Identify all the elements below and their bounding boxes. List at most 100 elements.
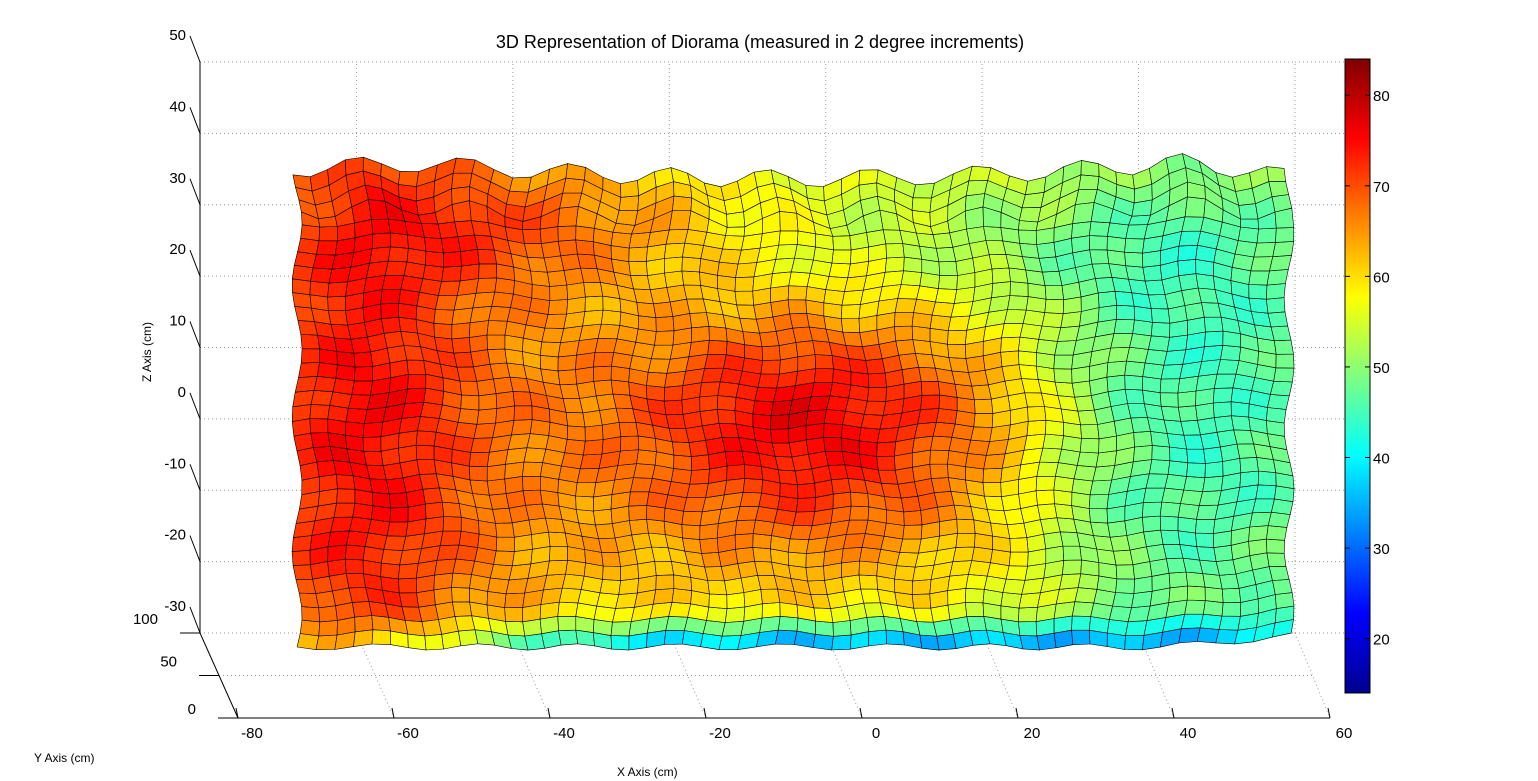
surface-patch	[310, 389, 334, 406]
surface-patch	[1000, 605, 1020, 623]
surface-patch	[460, 394, 480, 411]
surface-patch	[867, 386, 887, 402]
surface-patch	[601, 421, 622, 440]
surface-patch	[1036, 338, 1058, 356]
surface-patch	[1044, 285, 1065, 301]
surface-patch	[726, 211, 746, 228]
surface-patch	[1237, 226, 1259, 244]
surface-patch	[1248, 525, 1269, 542]
surface-patch	[1133, 445, 1153, 463]
surface-patch	[459, 380, 480, 397]
surface-patch	[1234, 240, 1258, 258]
surface-patch	[388, 492, 409, 509]
surface-patch	[840, 304, 861, 320]
x-tick-label: 20	[1024, 725, 1041, 742]
surface-patch	[779, 482, 799, 499]
surface-patch	[947, 602, 968, 620]
surface-patch	[557, 615, 577, 632]
surface-patch	[718, 248, 742, 265]
surface-patch	[1107, 520, 1128, 538]
surface-patch	[954, 383, 975, 401]
z-tick-mark	[189, 35, 201, 63]
surface-patch	[369, 246, 391, 264]
surface-patch	[885, 629, 905, 646]
surface-patch	[468, 451, 490, 468]
surface-patch	[805, 551, 826, 568]
surface-patch	[1089, 249, 1110, 265]
surface-patch	[716, 408, 737, 425]
surface-patch	[486, 334, 506, 350]
surface-patch	[470, 437, 493, 453]
surface-patch	[770, 414, 790, 430]
surface-patch	[876, 427, 900, 444]
surface-patch	[1042, 270, 1063, 287]
surface-patch	[523, 447, 547, 463]
surface-patch	[742, 478, 764, 494]
surface-patch	[1042, 433, 1064, 450]
surface-patch	[398, 562, 419, 580]
surface-patch	[335, 364, 356, 382]
surface-patch	[557, 601, 579, 617]
z-tick-label: 0	[178, 384, 186, 401]
surface-patch	[734, 276, 755, 292]
surface-patch	[549, 546, 568, 562]
surface-patch	[1266, 552, 1287, 567]
surface-patch	[351, 601, 373, 618]
surface-patch	[1142, 376, 1162, 394]
surface-patch	[663, 385, 684, 402]
surface-patch	[557, 225, 577, 242]
surface-patch	[618, 578, 640, 595]
surface-patch	[451, 307, 474, 325]
x-tick-mark	[391, 707, 395, 719]
surface-patch	[451, 172, 473, 190]
surface-patch	[1163, 349, 1187, 366]
surface-patch	[564, 438, 586, 456]
surface-patch	[707, 580, 728, 596]
z-tick-mark	[189, 178, 201, 205]
z-tick-mark	[189, 107, 201, 134]
surface-patch	[353, 629, 374, 647]
surface-patch	[1178, 627, 1201, 644]
surface-patch	[1201, 344, 1224, 362]
surface-patch	[735, 546, 755, 564]
surface-patch	[504, 592, 526, 609]
surface-patch	[473, 422, 496, 439]
surface-patch	[1001, 323, 1024, 339]
surface-patch	[761, 602, 781, 619]
surface-patch	[900, 495, 922, 513]
surface-patch	[565, 163, 586, 181]
surface-patch	[1167, 460, 1189, 477]
surface-patch	[1151, 445, 1171, 462]
surface-patch	[346, 530, 369, 547]
surface-patch	[724, 450, 745, 467]
surface-patch	[599, 407, 620, 426]
surface-patch	[1213, 415, 1235, 433]
x-tick-label: -80	[241, 725, 263, 742]
surface-patch	[849, 505, 870, 521]
surface-patch	[912, 182, 935, 199]
surface-patch	[610, 245, 630, 263]
z-tick-mark	[189, 392, 201, 420]
x-tick-labels: -80 -60 -40 -20 0 20 40 60	[241, 725, 1352, 742]
surface-patch	[883, 522, 905, 540]
surface-patch	[726, 592, 746, 610]
surface-patch	[665, 413, 687, 429]
surface-patch	[956, 518, 976, 534]
surface-patch	[930, 477, 952, 494]
surface-patch	[739, 491, 762, 507]
surface-patch	[1113, 549, 1134, 566]
surface-patch	[398, 430, 418, 449]
z-tick-label: 50	[169, 27, 186, 44]
surface-patch	[434, 336, 455, 354]
surface-patch	[344, 544, 366, 561]
surface-patch	[863, 400, 887, 416]
surface-patch	[1236, 443, 1258, 459]
x-tick-mark	[1327, 707, 1331, 719]
surface-patch	[1195, 402, 1215, 421]
surface-patch	[965, 453, 987, 470]
surface-patch	[947, 315, 971, 332]
surface-patch	[344, 434, 365, 452]
surface-patch	[549, 284, 569, 301]
surface-patch	[1212, 401, 1232, 418]
surface-patch	[850, 491, 870, 508]
